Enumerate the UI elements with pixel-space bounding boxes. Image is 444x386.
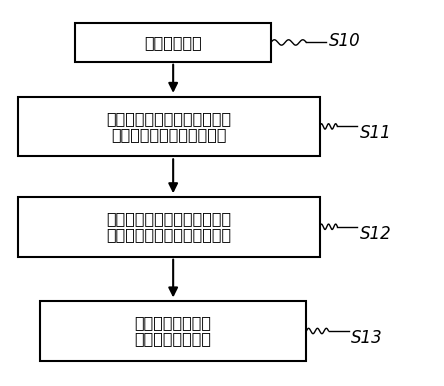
Text: 定温度数据对应的温度等级: 定温度数据对应的温度等级 [111,127,226,142]
Text: 询出温度等级对应的制冷方案: 询出温度等级对应的制冷方案 [106,227,231,242]
FancyBboxPatch shape [40,301,306,361]
Text: 根据预设的温度分级规则，确: 根据预设的温度分级规则，确 [106,111,231,126]
Text: 获取天气数据: 获取天气数据 [144,35,202,50]
Text: S12: S12 [360,225,392,242]
Text: 在预设的制冷方案数据库中查: 在预设的制冷方案数据库中查 [106,211,231,226]
FancyBboxPatch shape [18,197,320,257]
Text: S13: S13 [351,329,383,347]
Text: S10: S10 [329,32,361,49]
Text: 循环执行制冷方案: 循环执行制冷方案 [135,315,212,330]
FancyBboxPatch shape [75,23,271,62]
Text: S11: S11 [360,124,392,142]
FancyBboxPatch shape [18,96,320,156]
Text: 直至温度等级改变: 直至温度等级改变 [135,332,212,347]
